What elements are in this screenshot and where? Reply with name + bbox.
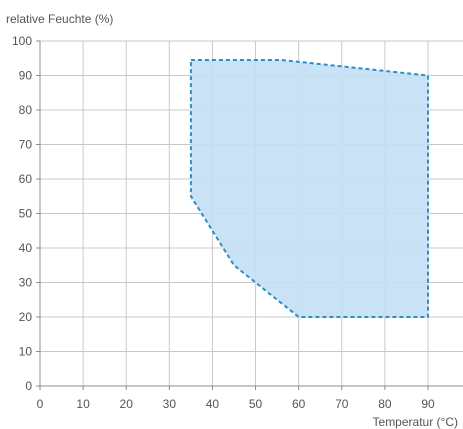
x-tick-label-20: 20 — [120, 397, 134, 411]
y-tick-label-40: 40 — [19, 241, 33, 255]
y-tick-label-90: 90 — [19, 69, 33, 83]
y-tick-label-80: 80 — [19, 103, 33, 117]
labels: relative Feuchte (%) Temperatur (°C) — [6, 12, 458, 429]
x-tick-label-30: 30 — [163, 397, 177, 411]
y-tick-label-10: 10 — [19, 345, 33, 359]
operating-region — [189, 59, 429, 318]
x-tick-label-60: 60 — [292, 397, 306, 411]
y-tick-label-70: 70 — [19, 138, 33, 152]
y-axis-label: relative Feuchte (%) — [6, 12, 113, 26]
x-tick-label-70: 70 — [335, 397, 349, 411]
x-tick-label-10: 10 — [76, 397, 90, 411]
x-tick-label-80: 80 — [378, 397, 392, 411]
y-tick-label-20: 20 — [19, 310, 33, 324]
x-tick-label-90: 90 — [421, 397, 435, 411]
x-tick-label-40: 40 — [206, 397, 220, 411]
y-tick-label-0: 0 — [25, 379, 32, 393]
y-tick-label-50: 50 — [19, 207, 33, 221]
y-tick-label-60: 60 — [19, 172, 33, 186]
axes: 0 10 20 30 40 50 60 70 80 90 100 0 10 20 30 40 50 60 70 80 9… — [12, 34, 463, 411]
region-polygon-0 — [189, 59, 429, 318]
x-tick-label-50: 50 — [249, 397, 263, 411]
y-tick-label-30: 30 — [19, 276, 33, 290]
x-axis-label: Temperatur (°C) — [373, 415, 458, 429]
y-tick-label-100: 100 — [12, 34, 32, 48]
x-tick-label-0: 0 — [37, 397, 44, 411]
